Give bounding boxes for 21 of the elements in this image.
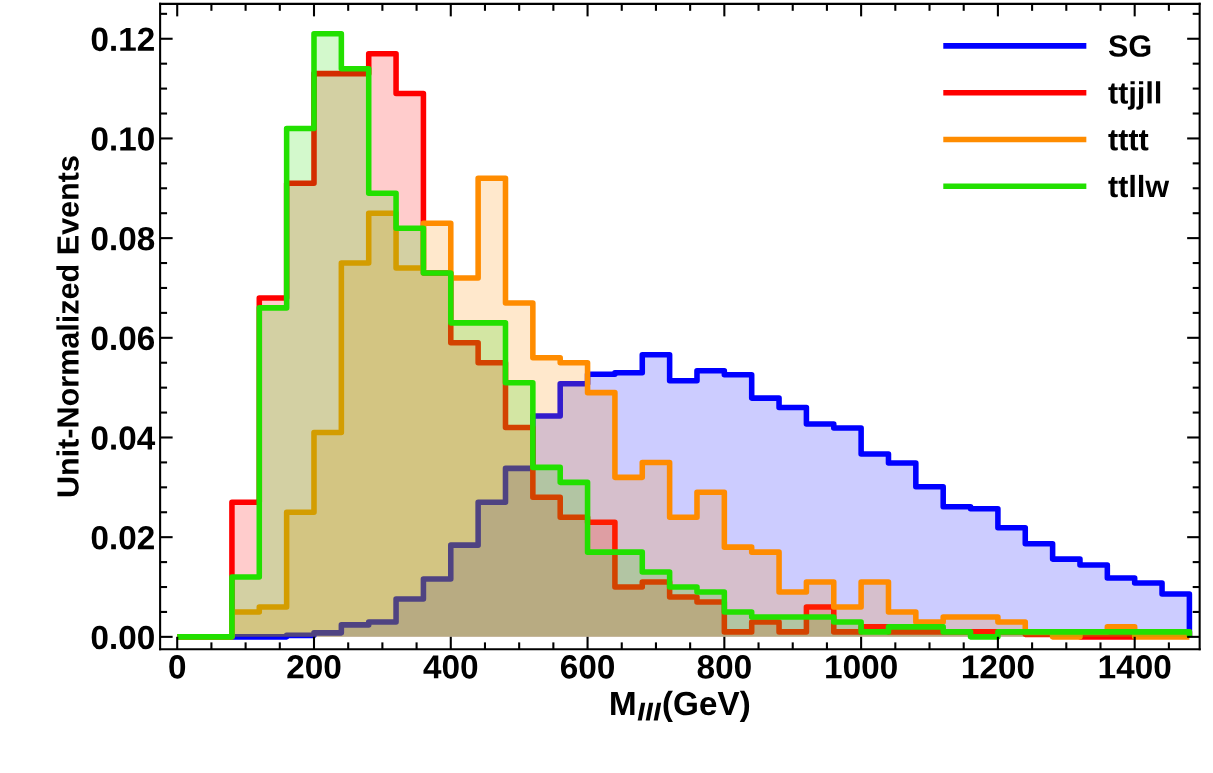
x-tick-label: 400 — [423, 655, 478, 679]
y-axis-title: Unit-Normalized Events — [56, 156, 79, 497]
y-tick-label: 0.10 — [91, 127, 154, 151]
y-tick-label: 0.00 — [91, 625, 154, 650]
x-tick-label: 0 — [169, 655, 186, 679]
legend-label: ttjjll — [1108, 81, 1161, 110]
x-tick-label: 200 — [287, 655, 341, 679]
y-tick-label: 0.02 — [91, 525, 154, 550]
y-tick-label: 0.12 — [91, 27, 154, 52]
x-tick-label: 600 — [560, 655, 614, 679]
y-tick-label: 0.04 — [91, 426, 156, 450]
legend-label: ttllw — [1108, 174, 1170, 198]
y-tick-label: 0.08 — [91, 226, 155, 251]
legend-label: SG — [1108, 35, 1151, 57]
y-tick-label: 0.06 — [91, 326, 155, 351]
legend-label: tttt — [1108, 130, 1149, 151]
x-tick-label: 1400 — [1099, 655, 1171, 679]
x-tick-label: 1200 — [962, 655, 1034, 679]
x-tick-label: 800 — [697, 655, 751, 679]
x-axis-title: M$_{lll}$(GeV) — [611, 690, 750, 722]
x-tick-label: 1000 — [826, 655, 897, 679]
